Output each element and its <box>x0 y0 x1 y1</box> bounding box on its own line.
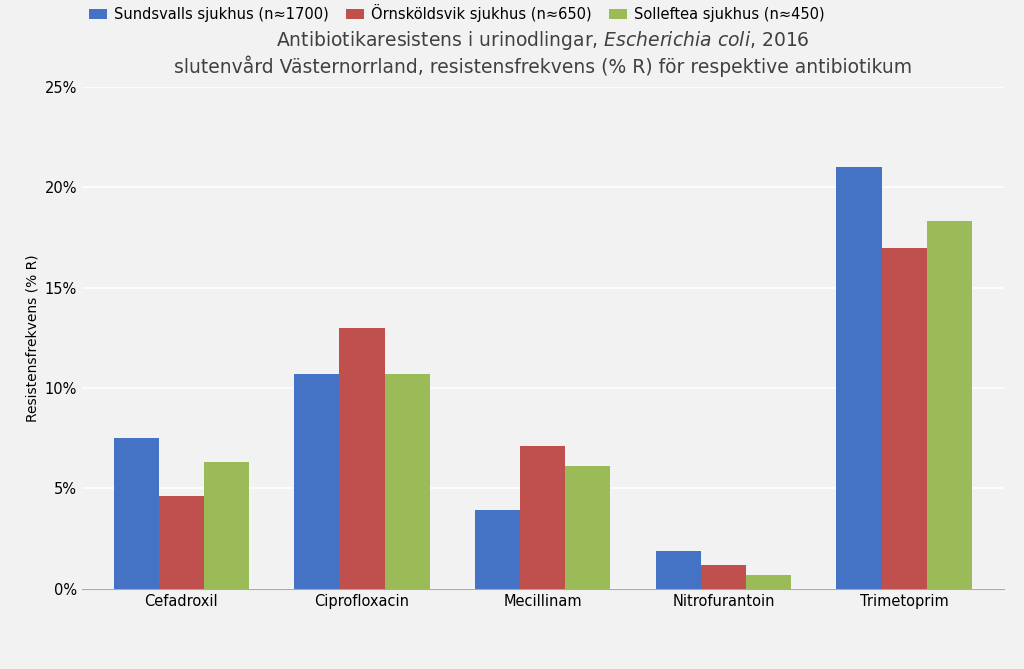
Bar <box>339 328 385 589</box>
Bar <box>159 496 204 589</box>
Bar <box>655 551 700 589</box>
Bar <box>837 167 882 589</box>
Bar <box>475 510 520 589</box>
Bar <box>385 374 430 589</box>
Y-axis label: Resistensfrekvens (% R): Resistensfrekvens (% R) <box>25 254 39 421</box>
Bar <box>294 374 339 589</box>
Bar <box>882 248 927 589</box>
Bar <box>114 438 159 589</box>
Bar <box>927 221 972 589</box>
Bar <box>520 446 565 589</box>
Bar <box>204 462 249 589</box>
Title: Antibiotikaresistens i urinodlingar, $\bf{\it{Escherichia\ coli}}$, 2016
slutenv: Antibiotikaresistens i urinodlingar, $\b… <box>174 29 911 77</box>
Legend: Sundsvalls sjukhus (n≈1700), Örnsköldsvik sjukhus (n≈650), Solleftea sjukhus (n≈: Sundsvalls sjukhus (n≈1700), Örnsköldsvi… <box>89 4 824 22</box>
Bar <box>700 565 746 589</box>
Bar <box>746 575 792 589</box>
Bar <box>565 466 610 589</box>
